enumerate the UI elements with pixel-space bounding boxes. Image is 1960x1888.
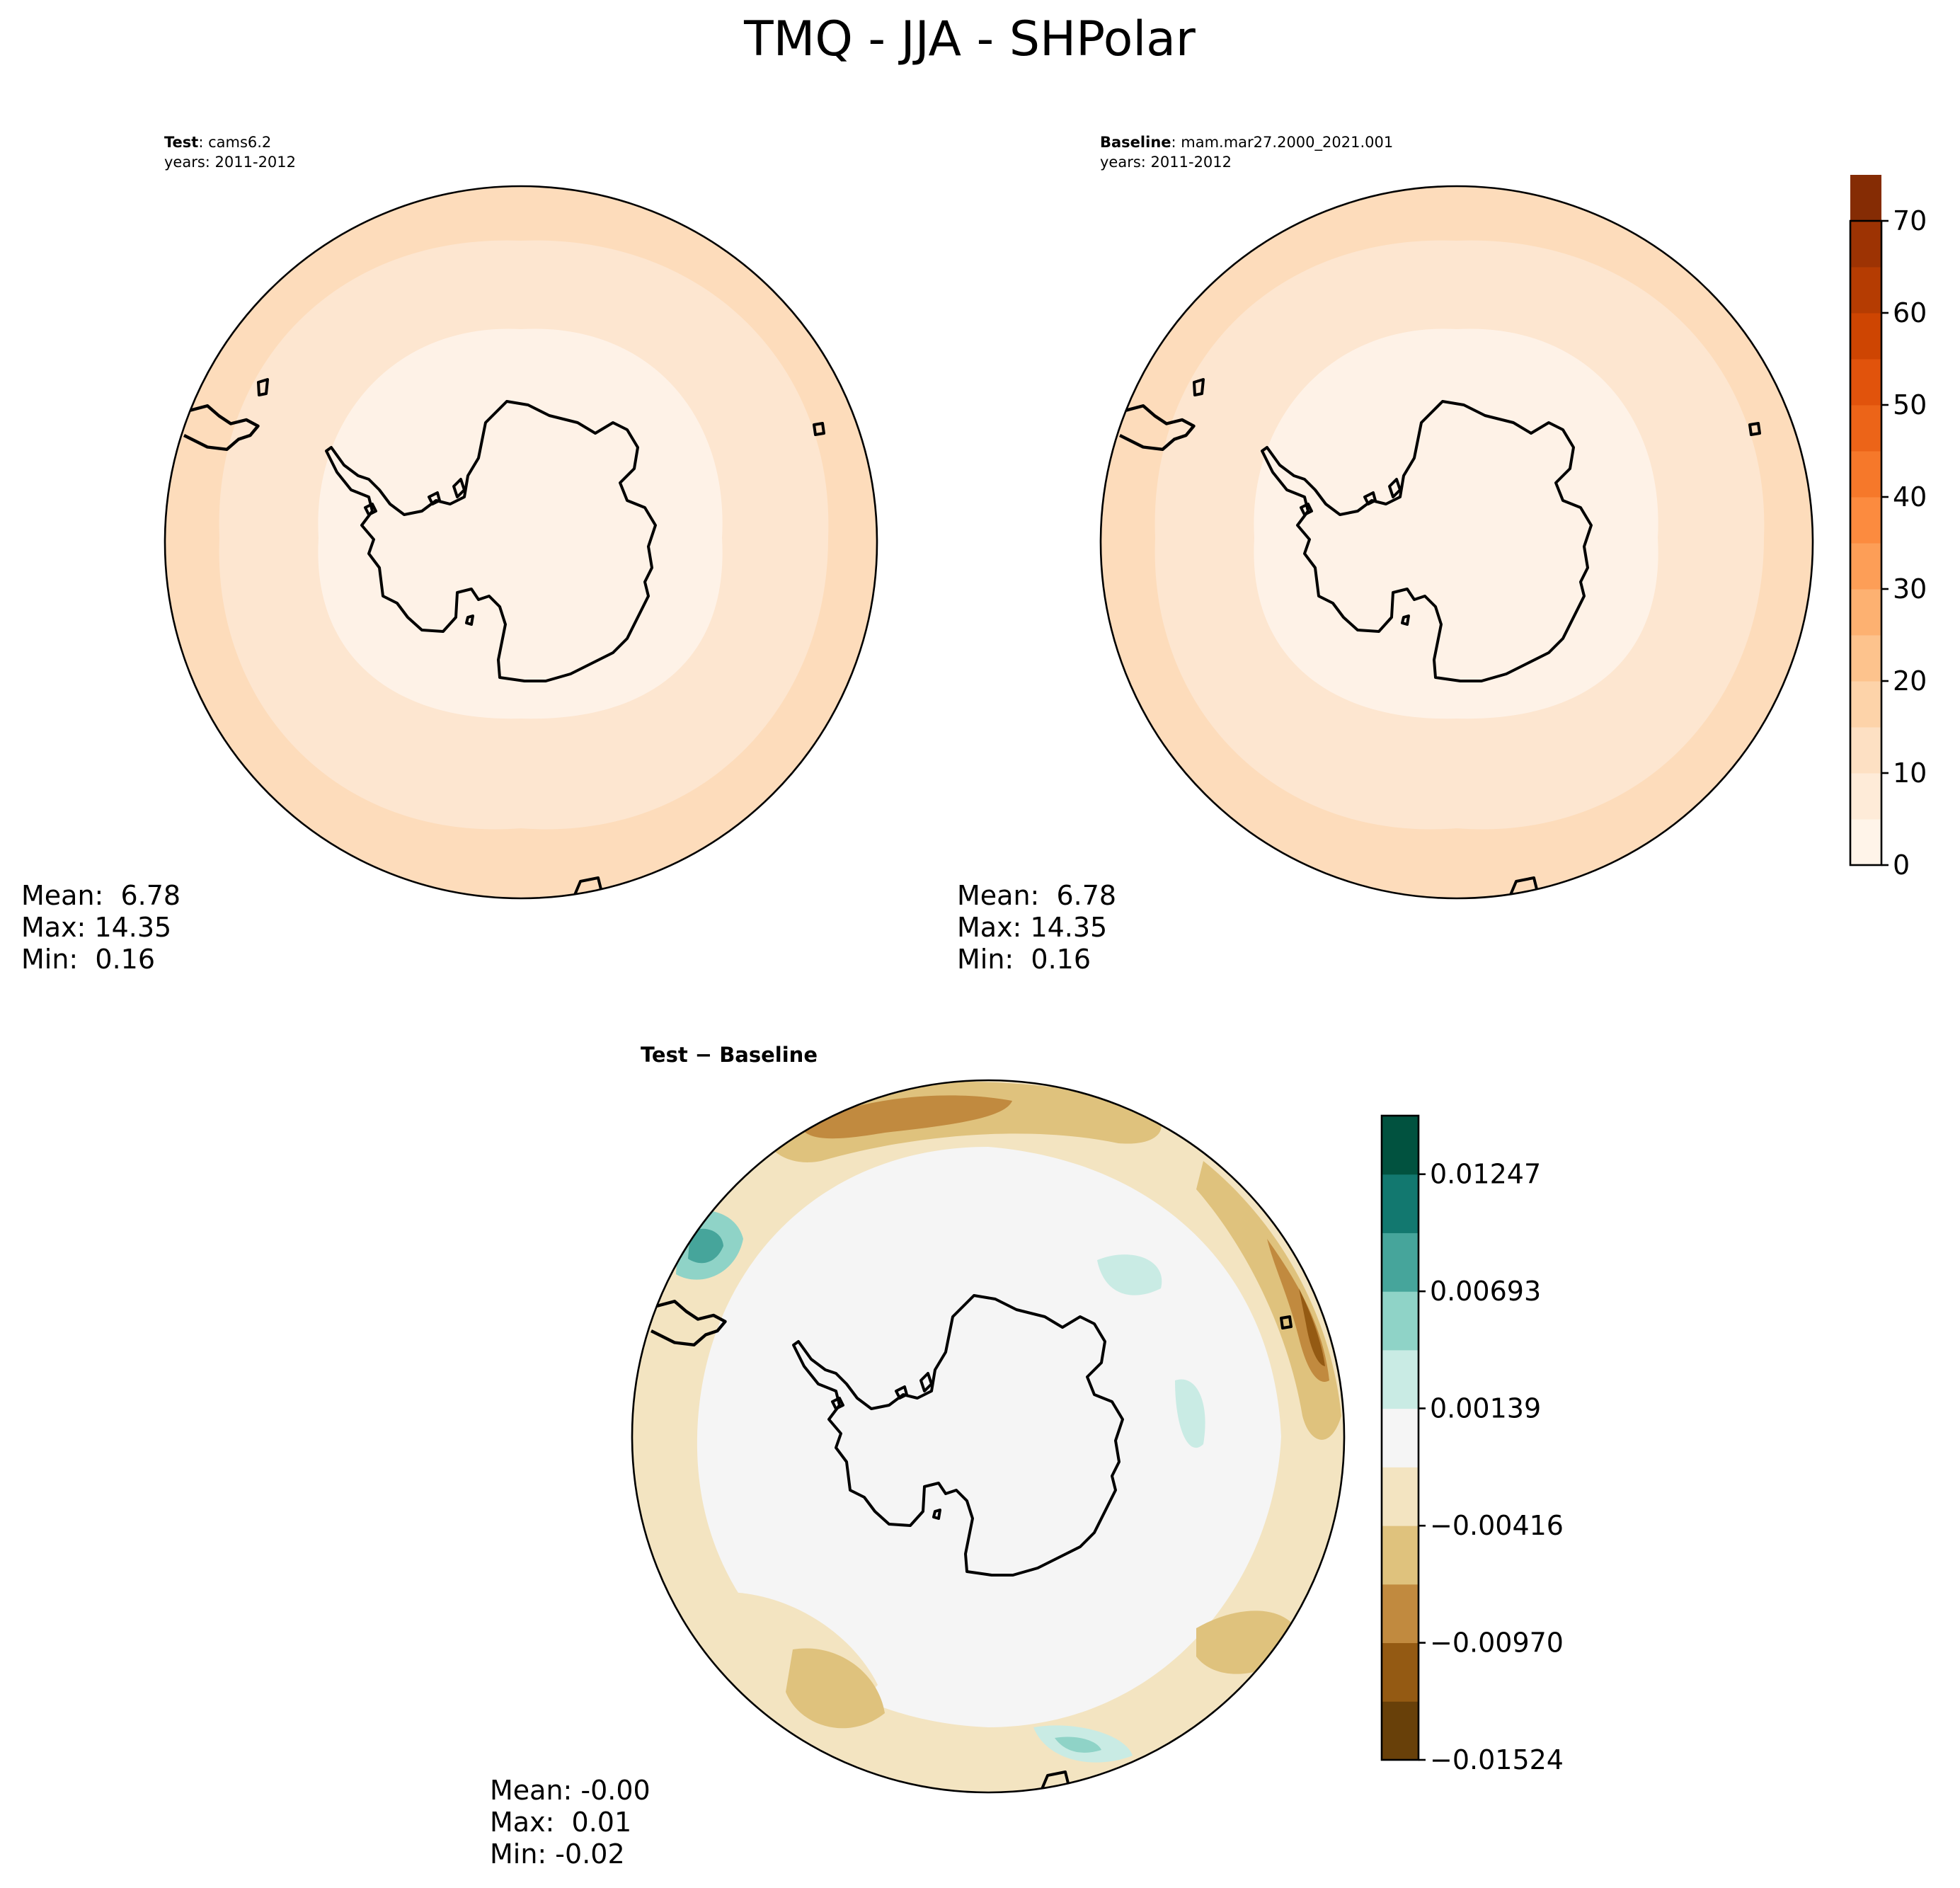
diff-colorbar-segment <box>1382 1526 1419 1585</box>
test-island-south <box>573 876 603 896</box>
main-colorbar-tick-label: 40 <box>1893 481 1927 513</box>
baseline-island-south <box>1509 876 1539 896</box>
main-colorbar-segment <box>1850 313 1881 360</box>
diff-colorbar-segment <box>1382 1232 1419 1292</box>
test-island <box>813 422 825 436</box>
diff-colorbar-frame <box>1380 1114 1420 1761</box>
diff-colorbar-tick-label: 0.01247 <box>1430 1159 1541 1190</box>
baseline-stat-min: Min: 0.16 <box>957 944 1091 975</box>
diff-colorbar-segment <box>1382 1642 1419 1702</box>
main-colorbar-tick-label: 0 <box>1893 849 1910 881</box>
diff-colorbar-segment <box>1382 1174 1419 1233</box>
diff-colorbar-tick-label: 0.00693 <box>1430 1276 1541 1307</box>
diff-colorbar-tick-label: −0.01524 <box>1430 1744 1564 1775</box>
main-colorbar-tick-label: 30 <box>1893 573 1927 605</box>
diff-colorbar-segment <box>1382 1701 1419 1761</box>
main-colorbar-segment <box>1850 681 1881 728</box>
baseline-label-bold: Baseline <box>1100 134 1171 151</box>
diff-anomaly-north-core <box>800 1095 1012 1139</box>
test-panel: Test: cams6.2 years: 2011-2012 Mean: 6.7… <box>21 134 878 975</box>
main-colorbar-segment <box>1850 727 1881 774</box>
diff-colorbar: 0.01247 0.00693 0.00139 −0.00416 −0.00970 −0.… <box>1380 1114 1564 1775</box>
main-colorbar-tick-label: 10 <box>1893 757 1927 789</box>
baseline-years: years: 2011-2012 <box>1100 154 1232 171</box>
main-colorbar: 0 10 20 30 40 50 60 70 <box>1849 175 1927 881</box>
diff-map-boundary <box>631 1079 1346 1794</box>
main-colorbar-segment <box>1850 497 1881 544</box>
main-colorbar-tick-label: 60 <box>1893 297 1927 328</box>
baseline-map <box>1101 186 1813 898</box>
diff-positive-east <box>1175 1379 1205 1448</box>
diff-colorbar-segment <box>1382 1349 1419 1409</box>
test-map <box>165 186 877 898</box>
main-colorbar-segment <box>1850 589 1881 636</box>
test-years: years: 2011-2012 <box>164 154 296 171</box>
baseline-stat-max: Max: 14.35 <box>957 912 1107 943</box>
diff-colorbar-segment <box>1382 1467 1419 1526</box>
test-label-case: : cams6.2 <box>198 134 271 151</box>
diff-colorbar-segment <box>1382 1408 1419 1468</box>
main-colorbar-segment <box>1850 819 1881 866</box>
test-island-west <box>257 378 269 396</box>
diff-colorbar-segment <box>1382 1291 1419 1351</box>
baseline-label-case: : mam.mar27.2000_2021.001 <box>1171 134 1394 151</box>
main-colorbar-segment <box>1850 635 1881 682</box>
test-stat-max: Max: 14.35 <box>21 912 171 943</box>
diff-positive-northeast <box>1097 1254 1162 1295</box>
diff-colorbar-segment <box>1382 1584 1419 1644</box>
baseline-field-inner-ring <box>1254 328 1658 719</box>
test-label-bold: Test <box>164 134 198 151</box>
diff-anomaly-southwest <box>786 1648 885 1729</box>
baseline-panel-header: Baseline: mam.mar27.2000_2021.001 <box>1100 134 1393 151</box>
test-field-inner-ring <box>318 328 723 719</box>
main-colorbar-segment <box>1850 773 1881 820</box>
main-colorbar-segment <box>1850 221 1881 268</box>
baseline-stat-mean: Mean: 6.78 <box>957 880 1116 911</box>
test-map-boundary <box>164 185 878 900</box>
main-colorbar-tick-label: 20 <box>1893 665 1927 697</box>
test-stat-min: Min: 0.16 <box>21 944 155 975</box>
main-colorbar-segment <box>1850 175 1881 222</box>
baseline-island <box>1748 422 1761 436</box>
main-colorbar-tick-label: 70 <box>1893 205 1927 236</box>
main-colorbar-segment <box>1850 543 1881 590</box>
test-panel-header: Test: cams6.2 <box>164 134 271 151</box>
main-colorbar-frame <box>1849 219 1883 866</box>
diff-anomaly-east-darkest <box>1299 1288 1325 1366</box>
diff-panel-title: Test − Baseline <box>641 1043 818 1067</box>
main-colorbar-segment <box>1850 359 1881 406</box>
diff-colorbar-tick-label: −0.00416 <box>1430 1510 1564 1541</box>
main-colorbar-segment <box>1850 451 1881 498</box>
figure-title: TMQ - JJA - SHPolar <box>743 11 1196 67</box>
main-colorbar-segment <box>1850 267 1881 314</box>
main-colorbar-segment <box>1850 405 1881 452</box>
diff-antarctica-land <box>923 1291 1123 1571</box>
test-stat-mean: Mean: 6.78 <box>21 880 180 911</box>
diff-island <box>1280 1315 1293 1329</box>
diff-positive-west-core <box>688 1228 723 1264</box>
diff-panel: Test − Baseline <box>490 1043 1346 1870</box>
diff-stat-min: Min: -0.02 <box>490 1838 625 1870</box>
diff-colorbar-segment <box>1382 1116 1419 1175</box>
baseline-panel: Baseline: mam.mar27.2000_2021.001 years:… <box>957 134 1814 975</box>
diff-anomaly-east-strong <box>1196 1161 1341 1440</box>
main-colorbar-tick-label: 50 <box>1893 389 1927 420</box>
diff-map <box>632 1080 1344 1792</box>
diff-colorbar-tick-label: 0.00139 <box>1430 1393 1541 1424</box>
baseline-map-boundary <box>1099 185 1814 900</box>
baseline-island-west <box>1193 378 1205 396</box>
diff-island-south <box>1041 1770 1070 1790</box>
diff-colorbar-tick-label: −0.00970 <box>1430 1627 1564 1659</box>
diff-stat-mean: Mean: -0.00 <box>490 1775 651 1806</box>
diff-positive-south-core <box>1055 1737 1101 1753</box>
diff-stat-max: Max: 0.01 <box>490 1807 631 1838</box>
